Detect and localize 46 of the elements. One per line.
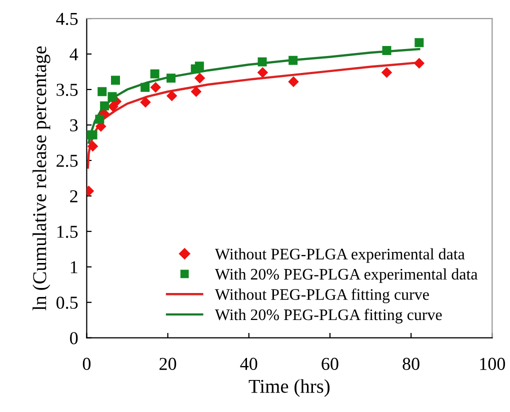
x-tick-label: 100 (480, 358, 506, 370)
x-tick-label: 80 (402, 358, 420, 370)
point (140, 96, 151, 108)
point (382, 46, 392, 55)
point (190, 86, 202, 98)
point (257, 67, 268, 78)
point (288, 56, 298, 65)
y-tick-label: 2 (70, 190, 78, 202)
point (108, 92, 117, 102)
point (194, 72, 206, 84)
point (88, 130, 98, 140)
point (87, 140, 98, 152)
y-tick-label: 0 (70, 332, 78, 344)
x-tick-label: 20 (160, 358, 176, 370)
point (381, 67, 392, 78)
x-tick-label: 0 (82, 358, 91, 370)
legend-label: With 20% PEG-PLGA experimental data (214, 268, 478, 283)
point (98, 87, 107, 96)
point (414, 38, 424, 48)
point (166, 74, 176, 83)
point (150, 82, 162, 93)
y-tick-label: 3 (70, 119, 78, 132)
y-tick-label: 3.5 (56, 84, 78, 96)
point (166, 90, 178, 102)
y-tick-label: 2.5 (56, 154, 78, 167)
point (414, 58, 425, 69)
point (95, 114, 104, 124)
point (258, 57, 267, 66)
x-tick-label: 60 (322, 358, 338, 370)
point (288, 76, 299, 88)
y-tick-label: 4.5 (56, 12, 78, 26)
x-axis-title: Time (hrs) (248, 379, 330, 397)
y-axis-title: ln (Cumulative release percentage (32, 46, 50, 310)
y-tick-label: 0.5 (56, 296, 78, 309)
legend-label: Without PEG-PLGA experimental data (214, 248, 465, 263)
point (150, 69, 160, 78)
point (110, 76, 120, 85)
x-tick-label: 40 (240, 358, 258, 370)
y-tick-label: 4 (70, 48, 78, 60)
y-tick-label: 1 (70, 261, 78, 274)
point (100, 101, 110, 110)
point (140, 82, 150, 92)
legend-label: Without PEG-PLGA fitting curve (214, 288, 429, 304)
point (194, 62, 204, 71)
y-tick-label: 1.5 (57, 226, 78, 238)
legend-label: With 20% PEG-PLGA fitting curve (214, 308, 442, 324)
